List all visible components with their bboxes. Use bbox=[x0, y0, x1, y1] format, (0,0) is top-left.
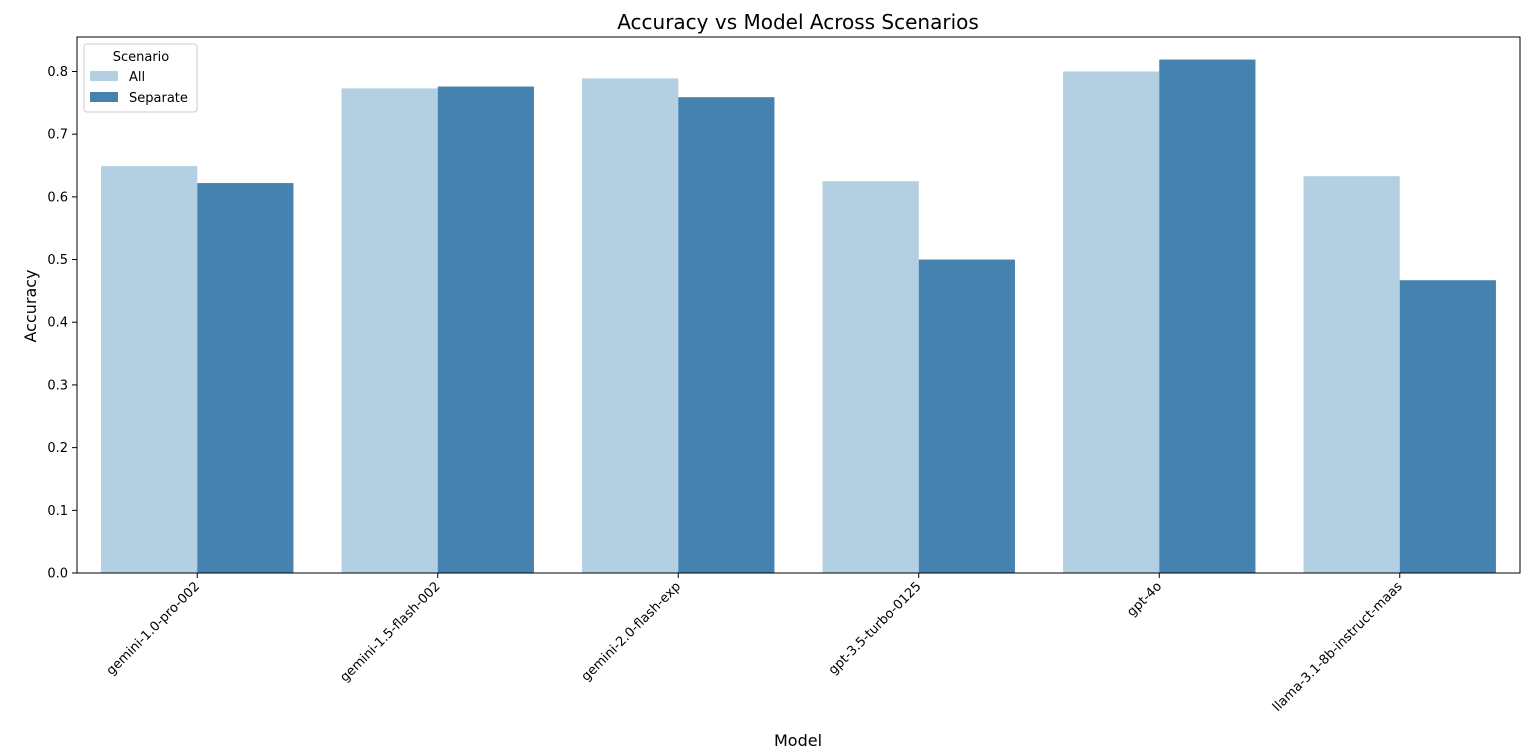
x-tick-label-1: gemini-1.5-flash-002 bbox=[337, 579, 443, 685]
plot-area: 0.0 0.1 0.2 0.3 0.4 0.5 0.6 0.7 0.8 gemini-1.0-pr… bbox=[47, 36, 1521, 715]
bar-all-0 bbox=[101, 166, 198, 573]
x-axis-label: Model bbox=[774, 731, 822, 750]
legend: Scenario All Separate bbox=[83, 43, 198, 113]
x-tick-label-0: gemini-1.0-pro-002 bbox=[104, 579, 203, 678]
y-tick-label-8: 0.8 bbox=[47, 65, 68, 80]
bar-all-2 bbox=[582, 78, 679, 574]
bar-separate-3 bbox=[918, 259, 1015, 573]
y-tick-label-7: 0.7 bbox=[47, 128, 68, 143]
x-tick-label-2: gemini-2.0-flash-exp bbox=[579, 579, 684, 684]
y-tick-label-4: 0.4 bbox=[47, 316, 68, 331]
legend-swatch-separate bbox=[90, 92, 118, 102]
bar-separate-1 bbox=[437, 86, 534, 573]
bar-all-1 bbox=[341, 88, 438, 573]
bar-all-3 bbox=[822, 181, 919, 573]
bar-all-4 bbox=[1063, 71, 1160, 574]
legend-title: Scenario bbox=[113, 50, 170, 65]
y-tick-label-1: 0.1 bbox=[47, 504, 68, 519]
x-tick-label-3: gpt-3.5-turbo-0125 bbox=[826, 579, 925, 678]
legend-label-all: All bbox=[129, 70, 145, 85]
legend-swatch-all bbox=[90, 71, 118, 81]
y-tick-label-6: 0.6 bbox=[47, 190, 68, 205]
axes-frame bbox=[76, 36, 1521, 574]
bar-all-5 bbox=[1303, 176, 1400, 573]
y-axis-label: Accuracy bbox=[21, 269, 40, 342]
x-tick-label-5: llama-3.1-8b-instruct-maas bbox=[1270, 579, 1406, 715]
bar-separate-4 bbox=[1159, 59, 1256, 573]
y-tick-label-3: 0.3 bbox=[47, 378, 68, 393]
bar-separate-2 bbox=[678, 97, 775, 573]
x-tick-label-4: gpt-4o bbox=[1124, 579, 1165, 620]
legend-label-separate: Separate bbox=[129, 91, 188, 106]
bar-separate-5 bbox=[1399, 280, 1496, 573]
chart-title: Accuracy vs Model Across Scenarios bbox=[617, 10, 979, 34]
bar-separate-0 bbox=[197, 183, 294, 573]
y-tick-label-2: 0.2 bbox=[47, 441, 68, 456]
y-tick-label-0: 0.0 bbox=[47, 567, 68, 582]
y-tick-label-5: 0.5 bbox=[47, 253, 68, 268]
